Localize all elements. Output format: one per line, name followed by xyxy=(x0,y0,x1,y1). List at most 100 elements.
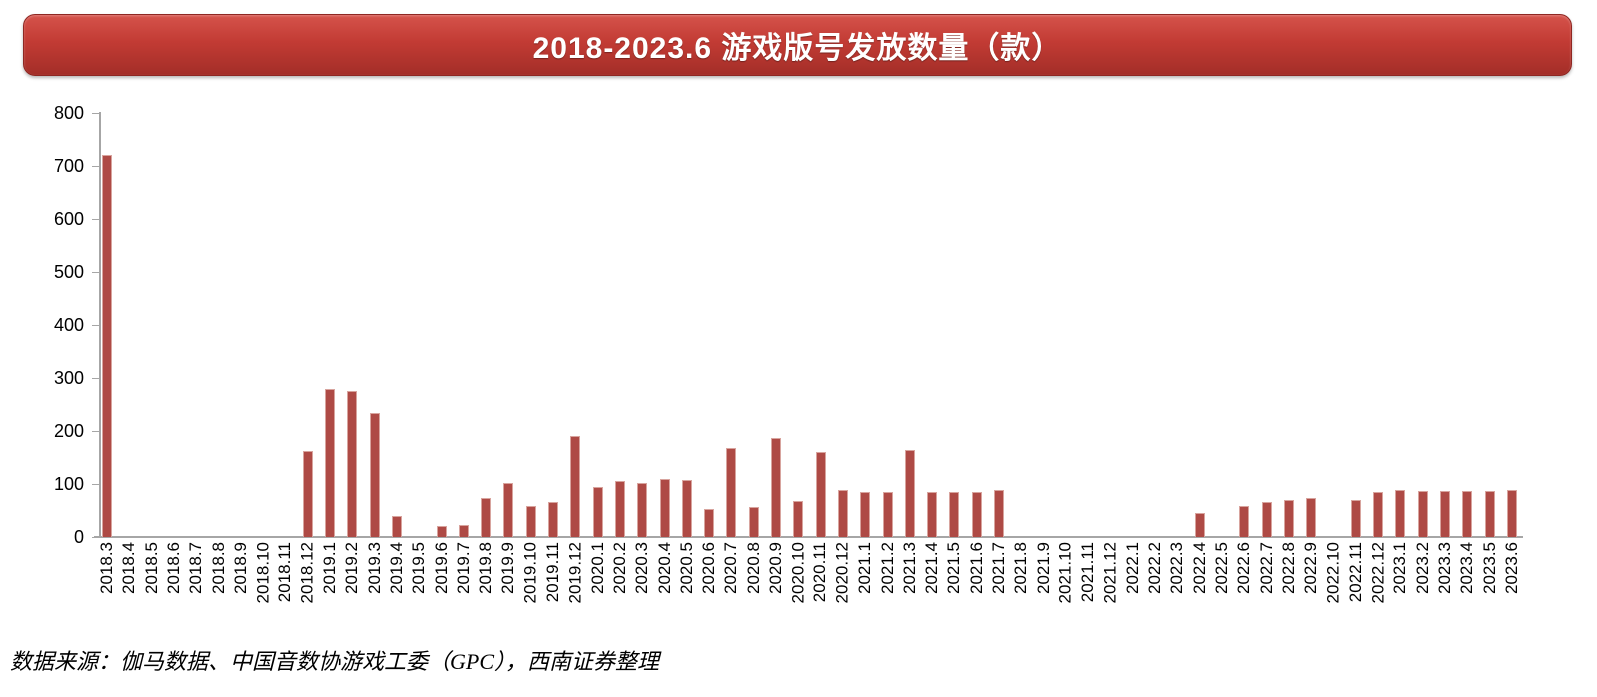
bar xyxy=(481,497,492,537)
bar xyxy=(503,483,514,537)
bar xyxy=(1306,498,1317,537)
bar xyxy=(1395,490,1406,537)
x-axis-label: 2023.2 xyxy=(1412,542,1432,594)
bar xyxy=(994,490,1005,537)
bar xyxy=(793,501,804,537)
bar xyxy=(882,491,893,537)
y-tick-mark xyxy=(92,271,100,273)
bar xyxy=(1239,506,1250,537)
y-tick-mark xyxy=(92,218,100,220)
x-axis-label: 2020.4 xyxy=(654,542,674,594)
y-tick-mark xyxy=(92,483,100,485)
x-axis-label: 2018.3 xyxy=(97,542,117,594)
x-axis-label: 2018.7 xyxy=(186,542,206,594)
x-axis-label: 2019.6 xyxy=(431,542,451,594)
bar xyxy=(325,389,336,537)
bar xyxy=(815,451,826,537)
bar xyxy=(949,491,960,537)
y-tick-label: 700 xyxy=(53,156,84,176)
x-axis-label: 2021.7 xyxy=(989,542,1009,594)
x-axis-label: 2018.9 xyxy=(230,542,250,594)
source-note: 数据来源：伽马数据、中国音数协游戏工委（GPC），西南证券整理 xyxy=(10,649,660,674)
bar xyxy=(771,437,782,537)
x-axis-label: 2020.6 xyxy=(699,542,719,594)
x-axis-label: 2020.11 xyxy=(810,542,830,603)
bar xyxy=(860,491,871,537)
bar xyxy=(681,479,692,537)
x-axis-label: 2022.11 xyxy=(1345,542,1365,603)
x-axis-label: 2020.2 xyxy=(609,542,629,594)
x-axis-label: 2019.3 xyxy=(364,542,384,594)
x-axis-label: 2022.8 xyxy=(1278,542,1298,594)
chart-title-banner: 2018-2023.6 游戏版号发放数量（款） xyxy=(23,14,1572,76)
y-tick-mark xyxy=(92,430,100,432)
x-axis-label: 2018.6 xyxy=(164,542,184,594)
bar xyxy=(525,506,536,537)
bar xyxy=(614,480,625,537)
bar xyxy=(369,412,380,537)
x-axis-label: 2019.2 xyxy=(342,542,362,594)
x-axis-label: 2021.11 xyxy=(1078,542,1098,603)
x-axis-label: 2020.3 xyxy=(632,542,652,594)
y-tick-mark xyxy=(92,377,100,379)
x-axis-label: 2023.3 xyxy=(1434,542,1454,594)
bar xyxy=(1194,513,1205,537)
bar xyxy=(704,508,715,537)
x-axis-label: 2018.11 xyxy=(275,542,295,603)
y-tick-mark xyxy=(92,112,100,114)
x-axis-label: 2019.8 xyxy=(476,542,496,594)
x-axis-label: 2020.1 xyxy=(587,542,607,594)
bar xyxy=(1462,491,1473,537)
x-axis-label: 2023.4 xyxy=(1457,542,1477,594)
x-axis-label: 2023.5 xyxy=(1479,542,1499,594)
x-axis-label: 2023.6 xyxy=(1501,542,1521,594)
x-axis-label: 2019.5 xyxy=(409,542,429,594)
y-tick-label: 600 xyxy=(53,209,84,229)
bar xyxy=(1283,500,1294,537)
x-axis-label: 2021.9 xyxy=(1033,542,1053,594)
x-axis-label: 2022.5 xyxy=(1211,542,1231,594)
bar xyxy=(436,525,447,537)
x-axis-label: 2018.4 xyxy=(119,542,139,594)
x-axis-label: 2022.12 xyxy=(1368,542,1388,604)
x-axis-label: 2019.12 xyxy=(565,542,585,604)
x-axis-label: 2020.7 xyxy=(721,542,741,594)
x-axis-label: 2022.3 xyxy=(1167,542,1187,594)
x-axis-label: 2018.12 xyxy=(297,542,317,604)
x-axis-label: 2020.12 xyxy=(832,542,852,604)
x-axis-label: 2021.3 xyxy=(899,542,919,594)
bar xyxy=(458,525,469,537)
x-axis-line xyxy=(94,536,1523,538)
y-tick-label: 200 xyxy=(53,421,84,441)
x-axis-label: 2018.10 xyxy=(253,542,273,604)
x-axis-label: 2021.6 xyxy=(966,542,986,594)
y-tick-mark xyxy=(92,536,100,538)
bar xyxy=(748,506,759,537)
bar xyxy=(1417,490,1428,537)
bar xyxy=(927,491,938,537)
bar xyxy=(570,436,581,537)
x-axis-label: 2022.4 xyxy=(1189,542,1209,594)
x-axis-label: 2021.10 xyxy=(1055,542,1075,604)
bar xyxy=(102,155,113,537)
y-tick-label: 500 xyxy=(53,262,84,282)
bar xyxy=(548,502,559,537)
y-tick-mark xyxy=(92,165,100,167)
x-axis-label: 2019.9 xyxy=(498,542,518,594)
x-axis-label: 2022.10 xyxy=(1323,542,1343,604)
bar xyxy=(904,449,915,537)
x-axis-label: 2019.10 xyxy=(520,542,540,604)
bar xyxy=(347,390,358,537)
x-axis-label: 2020.8 xyxy=(743,542,763,594)
x-axis-label: 2020.5 xyxy=(676,542,696,594)
x-axis-label: 2020.9 xyxy=(766,542,786,594)
x-axis-label: 2021.1 xyxy=(855,542,875,594)
x-axis-label: 2018.5 xyxy=(141,542,161,594)
x-axis-label: 2022.1 xyxy=(1122,542,1142,594)
x-axis-label: 2022.7 xyxy=(1256,542,1276,594)
bar xyxy=(971,491,982,537)
chart-title: 2018-2023.6 游戏版号发放数量（款） xyxy=(532,32,1063,65)
x-axis-label: 2022.2 xyxy=(1145,542,1165,594)
y-tick-label: 400 xyxy=(53,315,84,335)
